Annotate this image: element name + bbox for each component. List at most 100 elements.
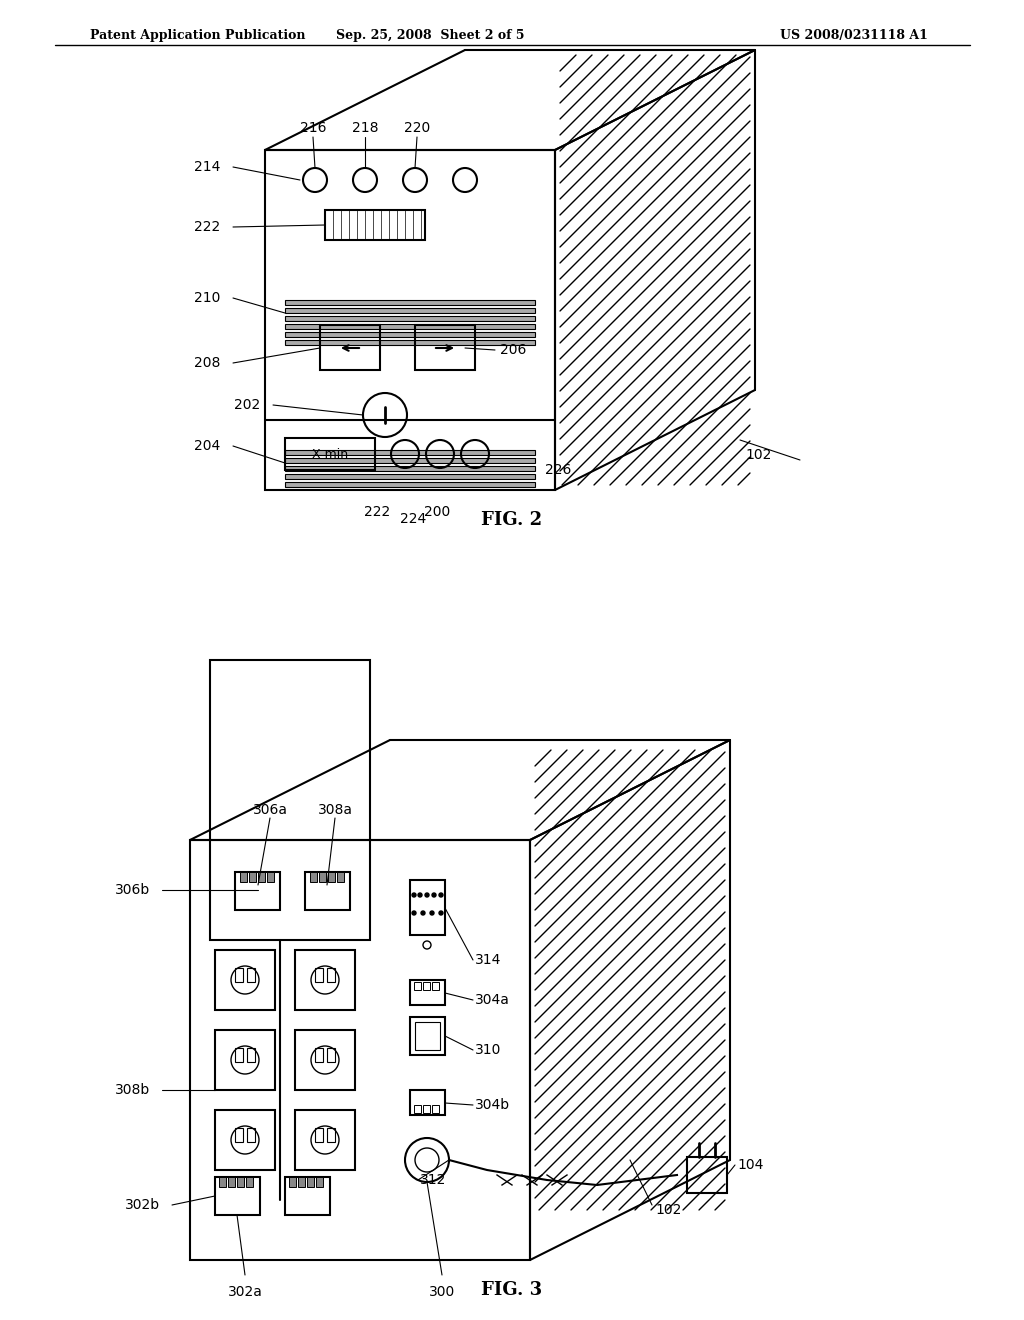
Bar [265, 150, 555, 490]
Bar [415, 1022, 440, 1049]
Text: 104: 104 [737, 1158, 763, 1172]
Text: 312: 312 [420, 1173, 446, 1187]
Bar [215, 1177, 260, 1214]
Circle shape [439, 894, 443, 898]
Bar [240, 873, 247, 882]
Bar [247, 1048, 255, 1063]
Bar [219, 1177, 226, 1187]
Text: 308a: 308a [317, 803, 352, 817]
Bar [246, 1177, 253, 1187]
Circle shape [425, 894, 429, 898]
Bar [319, 873, 326, 882]
Bar [210, 660, 370, 940]
Text: 224: 224 [400, 512, 426, 525]
Text: 210: 210 [194, 290, 220, 305]
Bar [414, 982, 421, 990]
Text: 102: 102 [655, 1203, 681, 1217]
Bar [285, 1177, 330, 1214]
Text: 218: 218 [352, 121, 378, 135]
Bar [285, 315, 535, 321]
Bar [305, 873, 350, 909]
Bar [215, 1110, 275, 1170]
Bar [285, 458, 535, 463]
Bar [285, 300, 535, 305]
Bar [215, 950, 275, 1010]
Text: 208: 208 [194, 356, 220, 370]
Text: 220: 220 [403, 121, 430, 135]
Text: FIG. 3: FIG. 3 [481, 1280, 543, 1299]
Text: 202: 202 [233, 399, 260, 412]
Circle shape [439, 911, 443, 915]
Circle shape [421, 911, 425, 915]
Bar [285, 308, 535, 313]
Bar [328, 873, 335, 882]
Bar [285, 474, 535, 479]
Bar [234, 968, 243, 982]
Bar [298, 1177, 305, 1187]
Bar [234, 873, 280, 909]
Text: 302b: 302b [125, 1199, 160, 1212]
Circle shape [412, 911, 416, 915]
Bar [319, 325, 380, 370]
Bar [289, 1177, 296, 1187]
Text: 222: 222 [194, 220, 220, 234]
Text: 226: 226 [545, 463, 571, 477]
Bar [432, 1105, 439, 1113]
Bar [285, 482, 535, 487]
Bar [410, 880, 445, 935]
Text: FIG. 2: FIG. 2 [481, 511, 543, 529]
Bar [315, 1129, 323, 1142]
Bar [285, 450, 535, 455]
Text: X min: X min [312, 447, 348, 461]
Text: Patent Application Publication: Patent Application Publication [90, 29, 305, 41]
Text: 204: 204 [194, 440, 220, 453]
Bar [234, 1048, 243, 1063]
Bar [315, 968, 323, 982]
Bar [285, 341, 535, 345]
Bar [215, 1030, 275, 1090]
Bar [295, 1110, 355, 1170]
Text: 102: 102 [745, 447, 771, 462]
Bar [247, 968, 255, 982]
Text: Sep. 25, 2008  Sheet 2 of 5: Sep. 25, 2008 Sheet 2 of 5 [336, 29, 524, 41]
Text: US 2008/0231118 A1: US 2008/0231118 A1 [780, 29, 928, 41]
Bar [267, 873, 274, 882]
Bar [310, 873, 317, 882]
Bar [423, 982, 430, 990]
Text: 216: 216 [300, 121, 327, 135]
Bar [414, 1105, 421, 1113]
Text: 222: 222 [364, 506, 390, 519]
Bar [432, 982, 439, 990]
Text: 206: 206 [500, 343, 526, 356]
Bar [327, 968, 335, 982]
Bar [285, 333, 535, 337]
Circle shape [412, 894, 416, 898]
Bar [415, 325, 475, 370]
Bar [315, 1048, 323, 1063]
Bar [285, 438, 375, 470]
Bar [285, 323, 535, 329]
Bar [295, 1030, 355, 1090]
Bar [307, 1177, 314, 1187]
Text: 314: 314 [475, 953, 502, 968]
Text: 300: 300 [429, 1284, 455, 1299]
Bar [190, 840, 530, 1261]
Bar [327, 1048, 335, 1063]
Text: 304b: 304b [475, 1098, 510, 1111]
Bar [687, 1158, 727, 1193]
Text: 310: 310 [475, 1043, 502, 1057]
Bar [410, 1090, 445, 1115]
Text: 304a: 304a [475, 993, 510, 1007]
Text: 302a: 302a [227, 1284, 262, 1299]
Bar [410, 979, 445, 1005]
Bar [234, 1129, 243, 1142]
Bar [410, 1016, 445, 1055]
Bar [258, 873, 265, 882]
Text: 200: 200 [424, 506, 450, 519]
Bar [325, 210, 425, 240]
Circle shape [418, 894, 422, 898]
Text: 306a: 306a [253, 803, 288, 817]
Bar [285, 466, 535, 471]
Text: 306b: 306b [115, 883, 150, 898]
Bar [295, 950, 355, 1010]
